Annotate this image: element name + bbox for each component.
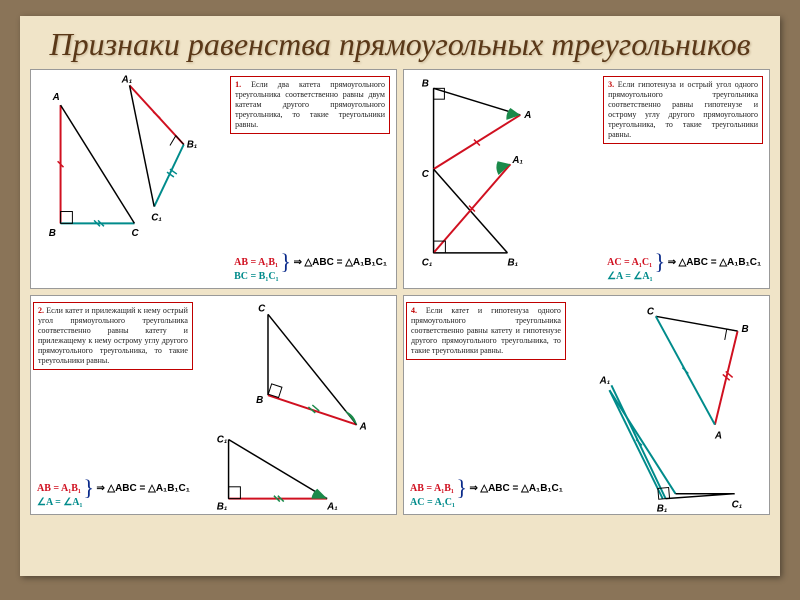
conditions-3: AC = A₁C₁ } ⇒ △ABC = △A₁B₁C₁ ∠A = ∠A₁	[603, 256, 763, 284]
theorem-text-3: Если гипотенуза и острый угол одного пря…	[608, 80, 758, 139]
conditions-1: AB = A₁B₁ } ⇒ △ABC = △A₁B₁C₁ BC = B₁C₁	[230, 256, 390, 284]
brace-icon: }	[456, 482, 467, 493]
svg-text:A₁: A₁	[326, 501, 338, 512]
svg-text:B₁: B₁	[657, 503, 668, 514]
svg-text:C₁: C₁	[217, 434, 228, 445]
panel-3: B A C	[403, 69, 770, 289]
diagram-1: A B C A₁	[31, 70, 228, 288]
svg-text:A₁: A₁	[121, 74, 133, 85]
diagram-4: C B A	[572, 296, 769, 514]
svg-text:A₁: A₁	[598, 375, 610, 386]
svg-text:A: A	[359, 421, 367, 432]
cond1-2: AB = A₁B₁	[37, 483, 81, 494]
svg-text:B₁: B₁	[217, 501, 228, 512]
arrow-icon: ⇒	[470, 483, 481, 494]
theorem-num-3: 3.	[608, 80, 614, 89]
panel-1: A B C A₁	[30, 69, 397, 289]
slide-title: Признаки равенства прямоугольных треугол…	[20, 16, 780, 69]
theorem-text-2: Если катет и прилежащий к нему острый уг…	[38, 306, 188, 365]
svg-text:C: C	[132, 228, 140, 239]
theorem-4: 4. Если катет и гипотенуза одного прямоу…	[406, 302, 566, 360]
cond2-1: BC = B₁C₁	[234, 271, 278, 282]
conditions-4: AB = A₁B₁ } ⇒ △ABC = △A₁B₁C₁ AC = A₁C₁	[406, 482, 566, 510]
concl-2: △ABC = △A₁B₁C₁	[107, 483, 190, 494]
panel-4: 4. Если катет и гипотенуза одного прямоу…	[403, 295, 770, 515]
arrow-icon: ⇒	[294, 257, 305, 268]
theorem-num-2: 2.	[38, 306, 44, 315]
cond2-2: ∠A = ∠A₁	[37, 497, 83, 508]
brace-icon: }	[83, 482, 94, 493]
cond1-4: AB = A₁B₁	[410, 483, 454, 494]
svg-text:C: C	[422, 169, 430, 180]
text-3: 3. Если гипотенуза и острый угол одного …	[601, 70, 769, 288]
svg-text:B: B	[422, 78, 429, 89]
theorem-2: 2. Если катет и прилежащий к нему острый…	[33, 302, 193, 370]
cond2-3: ∠A = ∠A₁	[607, 271, 653, 282]
concl-3: △ABC = △A₁B₁C₁	[679, 257, 762, 268]
arrow-icon: ⇒	[668, 257, 679, 268]
diagram-2: C B A C₁	[199, 296, 396, 514]
svg-text:A₁: A₁	[511, 155, 523, 166]
cond2-4: AC = A₁C₁	[410, 497, 455, 508]
brace-icon: }	[281, 256, 292, 267]
text-2: 2. Если катет и прилежащий к нему острый…	[31, 296, 199, 514]
concl-1: △ABC = △A₁B₁C₁	[304, 257, 387, 268]
arrow-icon: ⇒	[97, 483, 108, 494]
svg-text:B₁: B₁	[507, 258, 518, 269]
concl-4: △ABC = △A₁B₁C₁	[480, 483, 563, 494]
svg-text:C: C	[258, 303, 266, 314]
theorem-3: 3. Если гипотенуза и острый угол одного …	[603, 76, 763, 144]
svg-text:C₁: C₁	[422, 258, 433, 269]
text-4: 4. Если катет и гипотенуза одного прямоу…	[404, 296, 572, 514]
diagram-3: B A C	[404, 70, 601, 288]
brace-icon: }	[655, 256, 666, 267]
theorem-num-1: 1.	[235, 80, 241, 89]
svg-text:A: A	[52, 92, 60, 103]
cond1-1: AB = A₁B₁	[234, 257, 278, 268]
theorem-text-4: Если катет и гипотенуза одного прямоугол…	[411, 306, 561, 355]
conditions-2: AB = A₁B₁ } ⇒ △ABC = △A₁B₁C₁ ∠A = ∠A₁	[33, 482, 193, 510]
svg-text:B: B	[49, 228, 56, 239]
svg-text:A: A	[523, 110, 531, 121]
svg-text:B: B	[256, 395, 263, 406]
cond1-3: AC = A₁C₁	[607, 257, 652, 268]
svg-text:C₁: C₁	[151, 212, 162, 223]
theorem-text-1: Если два катета прямоугольного треугольн…	[235, 80, 385, 129]
svg-text:A: A	[714, 430, 722, 441]
theorem-1: 1. Если два катета прямоугольного треуго…	[230, 76, 390, 134]
theorem-num-4: 4.	[411, 306, 417, 315]
svg-text:B₁: B₁	[187, 139, 198, 150]
slide: Признаки равенства прямоугольных треугол…	[20, 16, 780, 576]
panels-grid: A B C A₁	[20, 69, 780, 515]
svg-text:B: B	[741, 324, 748, 335]
svg-text:C: C	[647, 306, 655, 317]
text-1: 1. Если два катета прямоугольного треуго…	[228, 70, 396, 288]
right-column: B A C	[403, 69, 770, 515]
panel-2: 2. Если катет и прилежащий к нему острый…	[30, 295, 397, 515]
svg-text:C₁: C₁	[732, 499, 743, 510]
left-column: A B C A₁	[30, 69, 397, 515]
